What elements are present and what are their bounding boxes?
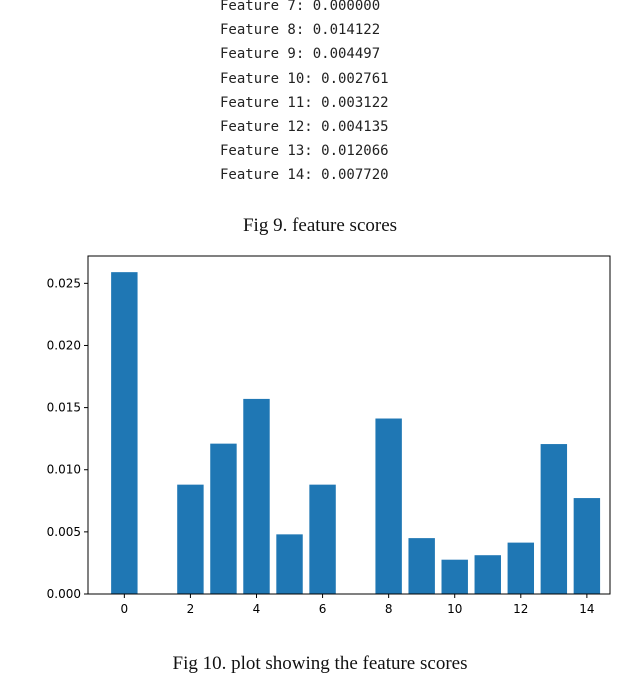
- feature-score-line: Feature 14: 0.007720: [220, 167, 389, 184]
- feature-score-line: Feature 7: 0.000000: [220, 0, 381, 14]
- bar-feature-13: [540, 444, 568, 594]
- bar-feature-12: [507, 542, 535, 594]
- y-tick-label: 0.015: [47, 401, 81, 415]
- bar-feature-14: [573, 498, 601, 594]
- x-tick-label: 6: [319, 602, 327, 616]
- y-tick-label: 0.000: [47, 587, 81, 601]
- x-tick-label: 12: [513, 602, 528, 616]
- y-tick-label: 0.025: [47, 276, 81, 290]
- feature-score-line: Feature 13: 0.012066: [220, 143, 389, 160]
- plot-frame: [87, 255, 611, 595]
- x-tick-label: 14: [579, 602, 594, 616]
- figure-10-caption: Fig 10. plot showing the feature scores: [172, 653, 468, 674]
- bar-feature-5: [276, 534, 303, 594]
- x-tick-label: 10: [447, 602, 462, 616]
- bar-feature-2: [177, 484, 204, 594]
- figure-9-caption: Fig 9. feature scores: [242, 215, 398, 236]
- feature-score-line: Feature 10: 0.002761: [220, 70, 389, 87]
- x-tick-label: 4: [253, 602, 261, 616]
- bar-feature-4: [243, 398, 270, 594]
- bar-feature-10: [441, 559, 468, 594]
- y-tick-label: 0.005: [47, 525, 81, 539]
- x-tick-label: 2: [187, 602, 195, 616]
- bar-feature-0: [111, 272, 138, 594]
- y-tick-label: 0.020: [47, 338, 81, 352]
- feature-scores-bar-chart: 0.000 0.005 0.010 0.015 0.020 0.025 0 2 4 6 8 10 12 1…: [47, 255, 611, 616]
- bar-feature-9: [408, 538, 435, 594]
- bar-feature-3: [210, 443, 237, 594]
- feature-score-line: Feature 8: 0.014122: [220, 22, 381, 39]
- bar-feature-11: [474, 555, 501, 594]
- bar-feature-6: [309, 484, 336, 594]
- feature-score-line: Feature 11: 0.003122: [220, 94, 389, 111]
- bar-feature-8: [375, 418, 402, 594]
- feature-scores-output: Feature 7: 0.000000 Feature 8: 0.014122 …: [220, 0, 460, 188]
- x-tick-label: 0: [121, 602, 129, 616]
- y-tick-label: 0.010: [47, 463, 81, 477]
- x-tick-label: 8: [385, 602, 393, 616]
- feature-score-line: Feature 9: 0.004497: [220, 46, 381, 63]
- feature-score-line: Feature 12: 0.004135: [220, 118, 389, 135]
